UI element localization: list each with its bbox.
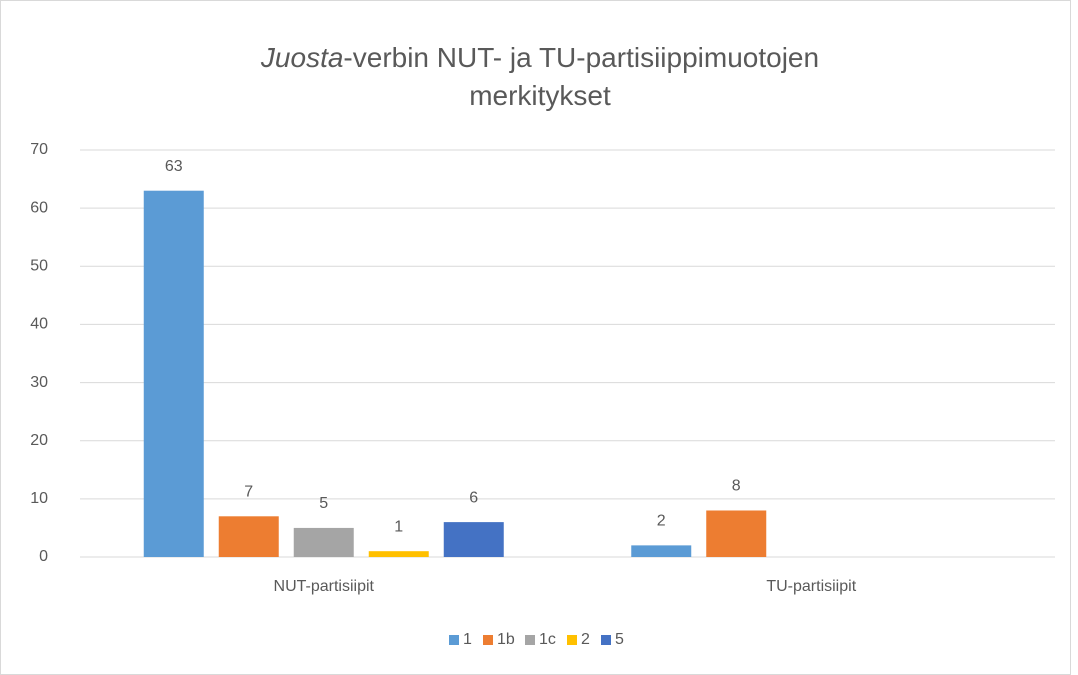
bar bbox=[293, 527, 354, 557]
x-tick-label: NUT-partisiipit bbox=[274, 578, 375, 595]
x-tick-label: TU-partisiipit bbox=[766, 578, 856, 595]
title-part: Juosta bbox=[260, 42, 344, 73]
legend-label: 1b bbox=[497, 631, 515, 648]
bar bbox=[706, 510, 767, 557]
legend-label: 5 bbox=[615, 631, 624, 648]
y-tick-label: 50 bbox=[30, 258, 48, 275]
legend-swatch bbox=[601, 635, 611, 645]
title-part: merkitykset bbox=[469, 80, 611, 111]
y-tick-label: 60 bbox=[30, 199, 48, 216]
legend-swatch bbox=[449, 635, 459, 645]
data-label: 2 bbox=[657, 513, 666, 530]
legend-label: 1 bbox=[463, 631, 472, 648]
bar bbox=[218, 516, 279, 557]
data-label: 1 bbox=[394, 518, 403, 535]
legend-swatch bbox=[567, 635, 577, 645]
bar bbox=[368, 551, 429, 557]
y-tick-label: 70 bbox=[30, 141, 48, 158]
y-tick-label: 10 bbox=[30, 490, 48, 507]
title-part: -verbin NUT- ja TU-partisiippimuotojen bbox=[343, 42, 819, 73]
data-label: 6 bbox=[469, 489, 478, 506]
data-label: 63 bbox=[165, 158, 183, 175]
legend-label: 1c bbox=[539, 631, 556, 648]
bar bbox=[143, 190, 204, 557]
data-label: 5 bbox=[319, 495, 328, 512]
data-label: 7 bbox=[244, 484, 253, 501]
chart-title: Juosta-verbin NUT- ja TU-partisiippimuot… bbox=[260, 42, 819, 111]
y-tick-label: 20 bbox=[30, 432, 48, 449]
y-tick-label: 40 bbox=[30, 316, 48, 333]
legend-swatch bbox=[525, 635, 535, 645]
y-tick-label: 0 bbox=[39, 548, 48, 565]
y-tick-label: 30 bbox=[30, 374, 48, 391]
bar bbox=[443, 522, 504, 557]
bar bbox=[631, 545, 692, 557]
data-label: 8 bbox=[732, 478, 741, 495]
legend-swatch bbox=[483, 635, 493, 645]
legend-label: 2 bbox=[581, 631, 590, 648]
